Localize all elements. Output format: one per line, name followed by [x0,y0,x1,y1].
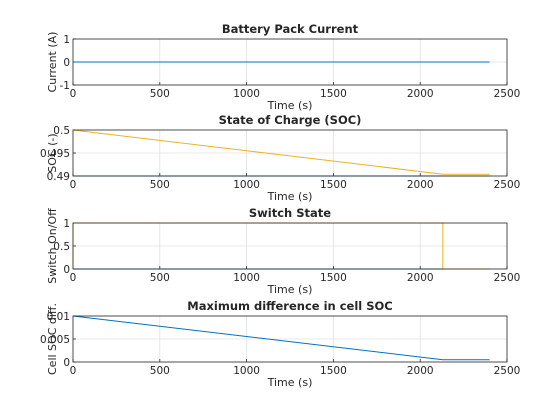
x-axis-label: Time (s) [267,190,313,203]
axes-box [72,315,508,363]
y-tick-label: 0 [63,57,70,69]
chart-title: Battery Pack Current [222,22,359,36]
x-axis-label: Time (s) [267,283,313,296]
axes-box [72,38,508,86]
x-axis-label: Time (s) [267,376,313,389]
x-tick-label: 2500 [494,365,521,377]
x-tick-label: 500 [150,272,170,284]
x-tick-label: 2000 [407,179,434,191]
x-tick-label: 0 [70,179,77,191]
y-tick-label: 0.5 [53,125,70,137]
x-tick-label: 2500 [494,272,521,284]
y-tick-label: 1 [63,34,70,46]
subplot-2: 0 500 1000 1500 2000 2500 0.49 0.495 0.5 State of… [40,113,520,203]
x-tick-label: 1500 [320,88,347,100]
series-line-2 [72,129,490,175]
y-tick-label: 0.01 [47,311,70,323]
x-tick-label: 0 [70,88,77,100]
y-axis-label: SOC (-) [46,133,59,172]
chart-title: State of Charge (SOC) [219,113,362,127]
chart-title: Switch State [249,206,331,220]
y-tick-label: -1 [60,80,70,92]
x-axis-label: Time (s) [267,99,313,112]
x-tick-label: 500 [150,88,170,100]
y-tick-label: 0 [63,264,70,276]
x-tick-label: 1000 [233,88,260,100]
y-tick-label: 0.5 [53,241,70,253]
x-tick-label: 1000 [233,179,260,191]
y-tick-label: 0.49 [47,171,70,183]
x-tick-label: 500 [150,365,170,377]
x-tick-label: 1000 [233,365,260,377]
x-tick-label: 0 [70,365,77,377]
y-tick-label: 0.495 [40,148,70,160]
x-tick-label: 0 [70,272,77,284]
series-line-1 [72,315,490,361]
y-axis-label: Switch On/Off [46,208,59,284]
chart-title: Maximum difference in cell SOC [187,299,392,313]
x-tick-label: 1500 [320,365,347,377]
x-tick-label: 2000 [407,88,434,100]
axes-box [72,129,508,177]
x-tick-label: 1500 [320,272,347,284]
x-tick-label: 500 [150,179,170,191]
y-tick-label: 1 [63,218,70,230]
subplot-4: 0 500 1000 1500 2000 2500 0 0.005 0.01 Maximum di… [40,299,520,389]
x-tick-label: 1000 [233,272,260,284]
x-tick-label: 1500 [320,179,347,191]
y-axis-label: Cell SOC diff. [46,303,59,375]
x-tick-label: 2000 [407,272,434,284]
x-tick-label: 2500 [494,179,521,191]
subplot-3: 0 500 1000 1500 2000 2500 0 0.5 1 Switch State Tim… [46,206,520,296]
y-tick-label: 0 [63,357,70,369]
x-tick-label: 2000 [407,365,434,377]
y-tick-label: 0.005 [40,334,70,346]
axes-box [72,222,508,270]
x-tick-label: 2500 [494,88,521,100]
y-axis-label: Current (A) [46,32,59,93]
